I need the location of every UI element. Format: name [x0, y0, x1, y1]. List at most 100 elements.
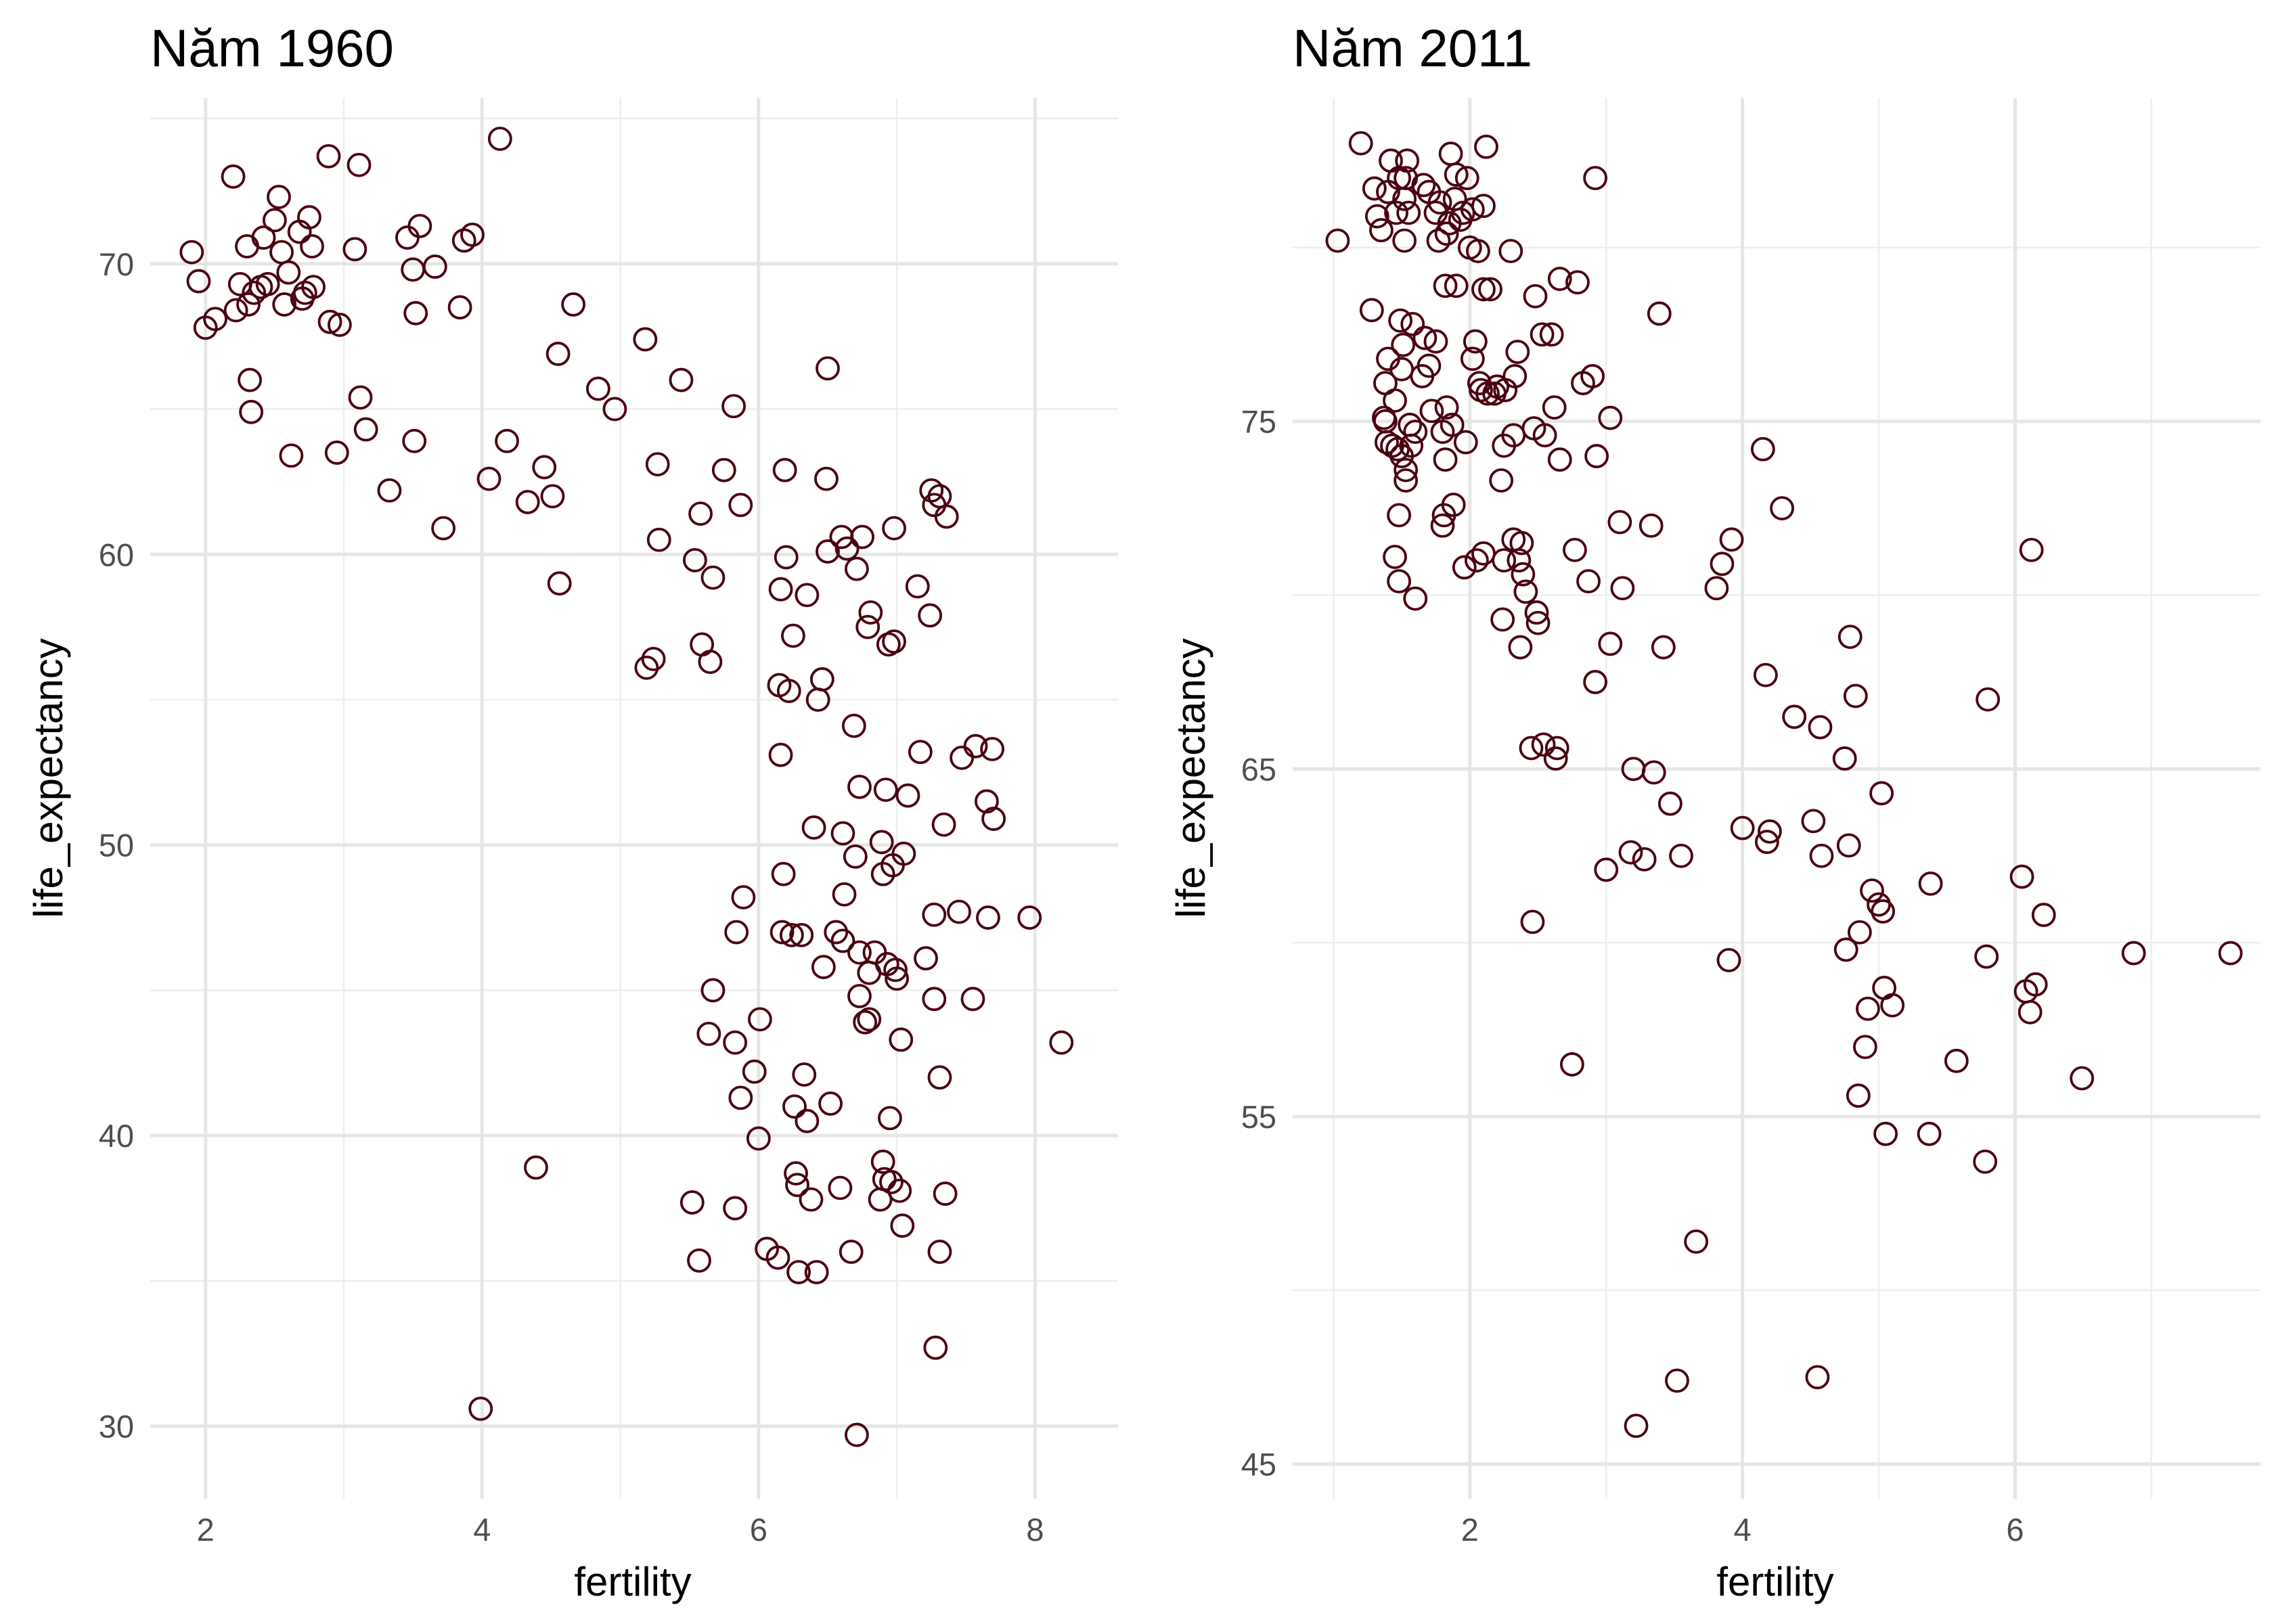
data-point: [395, 225, 420, 250]
x-tick-label: 4: [473, 1512, 491, 1548]
data-point: [1419, 399, 1444, 424]
data-point: [1423, 329, 1448, 354]
data-point: [862, 940, 887, 965]
data-point: [547, 571, 572, 596]
data-point: [843, 844, 868, 869]
y-tick-label: 65: [1241, 751, 1276, 787]
data-point: [524, 1155, 548, 1180]
y-ticks-2011: 45 55 65 75: [1241, 404, 1276, 1483]
data-point: [711, 457, 736, 482]
data-point: [834, 536, 860, 561]
data-point: [1466, 239, 1490, 263]
y-tick-label: 70: [99, 246, 134, 282]
data-point: [422, 254, 447, 279]
data-point: [301, 275, 326, 300]
data-point: [1388, 308, 1413, 333]
data-point: [1543, 746, 1568, 771]
data-point: [772, 457, 797, 482]
data-point: [2023, 972, 2048, 997]
data-point: [495, 428, 519, 453]
data-point: [887, 1178, 912, 1203]
data-point: [1523, 284, 1548, 309]
data-point: [1808, 715, 1833, 740]
data-point: [1403, 586, 1428, 611]
data-point: [1542, 395, 1567, 420]
data-point: [645, 452, 670, 477]
data-point: [1362, 176, 1387, 201]
data-point: [1392, 228, 1417, 253]
data-point: [2017, 999, 2043, 1024]
data-point: [221, 164, 246, 189]
data-point: [1394, 457, 1419, 482]
data-point: [1618, 840, 1643, 865]
data-point: [353, 417, 378, 442]
data-point: [1873, 1121, 1898, 1146]
data-point: [1753, 662, 1778, 687]
data-point: [1563, 537, 1587, 562]
data-point: [914, 946, 938, 971]
data-point: [317, 309, 342, 334]
data-point: [1750, 436, 1775, 461]
data-point: [242, 280, 267, 305]
data-point: [816, 539, 840, 564]
data-point: [779, 922, 804, 947]
x-tick-label: 8: [1026, 1512, 1044, 1548]
data-point: [1049, 1030, 1074, 1055]
data-point: [857, 1007, 882, 1032]
data-point: [447, 295, 472, 320]
data-point: [1580, 364, 1605, 388]
x-tick-label: 4: [1734, 1512, 1752, 1548]
data-point: [407, 214, 432, 238]
data-point: [1770, 496, 1794, 521]
data-point: [809, 667, 834, 692]
data-point: [804, 1260, 829, 1284]
data-point: [728, 1085, 753, 1110]
data-point: [1513, 579, 1538, 604]
data-point: [922, 902, 947, 927]
data-point: [782, 1094, 807, 1119]
data-point: [700, 978, 726, 1003]
data-point: [853, 1010, 878, 1035]
data-point: [976, 905, 1000, 930]
data-point: [1532, 423, 1557, 448]
data-point: [179, 240, 204, 265]
data-point: [2019, 537, 2044, 562]
data-point: [1387, 569, 1411, 593]
data-point: [1632, 847, 1657, 872]
data-point: [1369, 218, 1394, 243]
data-point: [1853, 1035, 1877, 1060]
data-point: [1498, 239, 1523, 263]
data-point: [1716, 947, 1741, 972]
data-point: [1846, 1083, 1871, 1108]
data-point: [468, 1396, 493, 1421]
data-point: [721, 394, 746, 419]
data-point: [768, 742, 793, 767]
data-point: [927, 1065, 952, 1090]
data-point: [1918, 871, 1943, 896]
data-point: [1782, 704, 1807, 729]
data-point: [1505, 340, 1530, 364]
data-point: [1598, 631, 1623, 656]
data-point: [845, 1422, 869, 1447]
data-point: [768, 577, 793, 602]
data-point: [236, 292, 261, 317]
data-point: [1434, 395, 1459, 420]
data-point: [272, 292, 297, 317]
data-point: [1559, 1052, 1584, 1077]
data-point: [669, 367, 694, 392]
data-point: [235, 234, 259, 258]
data-point: [890, 1213, 915, 1238]
x-axis-label-1960: fertility: [574, 1559, 691, 1604]
data-point: [300, 234, 324, 258]
data-point: [1594, 857, 1619, 882]
data-point: [267, 185, 291, 209]
data-point: [1973, 1149, 1998, 1174]
data-point: [832, 882, 857, 907]
data-point: [1880, 993, 1905, 1018]
data-point: [895, 783, 920, 808]
data-point: [1471, 194, 1496, 219]
data-point: [515, 490, 540, 514]
data-point: [742, 1059, 767, 1084]
data-point: [561, 292, 586, 317]
data-point: [845, 556, 869, 581]
